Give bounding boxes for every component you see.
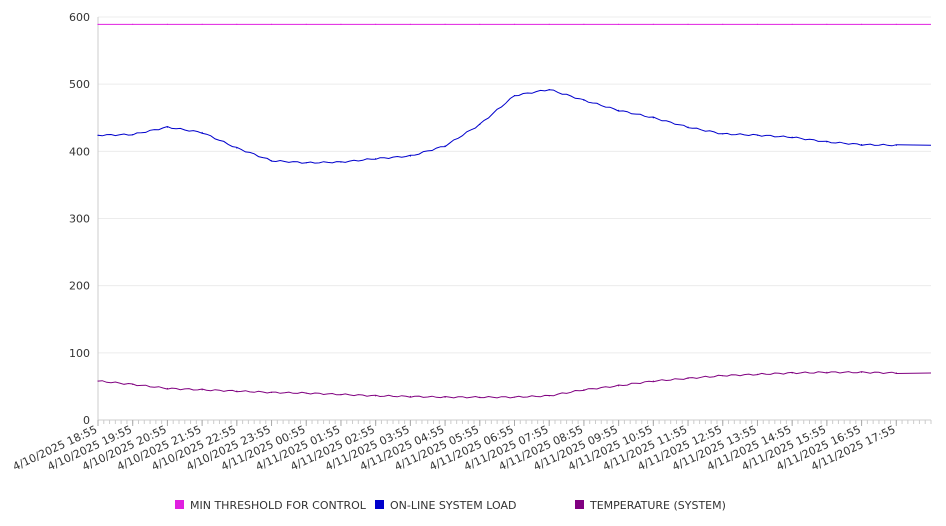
data-point (375, 158, 377, 160)
data-point (97, 134, 99, 136)
data-point (583, 23, 585, 25)
y-axis-ticks: 0 100 200 300 400 500 600 (69, 11, 90, 427)
data-point (756, 373, 759, 375)
series-lines (97, 23, 932, 399)
data-point (548, 23, 550, 25)
data-point (340, 23, 342, 25)
data-point (409, 155, 411, 157)
data-point (132, 133, 134, 136)
gridlines (98, 16, 931, 354)
data-point (375, 23, 377, 25)
legend-label: ON-LINE SYSTEM LOAD (390, 499, 516, 512)
legend: MIN THRESHOLD FOR CONTROL ON-LINE SYSTEM … (175, 499, 726, 512)
data-point (97, 380, 99, 382)
data-point (479, 123, 481, 126)
data-point (479, 396, 481, 398)
y-tick-label: 100 (69, 347, 90, 360)
legend-swatch (175, 500, 184, 509)
data-point (236, 147, 238, 149)
data-point (687, 126, 689, 128)
y-tick-label: 300 (69, 213, 90, 226)
data-point (618, 385, 620, 387)
data-point (513, 94, 516, 97)
data-point (860, 144, 863, 146)
data-point (687, 23, 689, 25)
data-point (236, 23, 238, 25)
series-line (97, 89, 932, 164)
data-point (513, 23, 516, 25)
data-point (652, 23, 654, 25)
data-point (895, 372, 897, 374)
data-point (305, 162, 307, 164)
data-point (722, 375, 724, 377)
legend-label: TEMPERATURE (SYSTEM) (589, 499, 726, 512)
data-point (201, 23, 203, 25)
data-point (375, 395, 377, 397)
data-point (548, 395, 550, 397)
y-tick-label: 0 (83, 414, 90, 427)
data-point (722, 23, 724, 25)
data-point (791, 372, 793, 374)
data-point (132, 383, 134, 386)
y-tick-label: 200 (69, 280, 90, 293)
data-point (305, 392, 307, 394)
data-point (860, 371, 863, 373)
data-point (166, 126, 169, 128)
data-point (618, 23, 620, 25)
data-point (687, 377, 689, 379)
data-point (826, 371, 828, 373)
data-point (340, 393, 342, 396)
data-point (722, 133, 724, 135)
legend-label: MIN THRESHOLD FOR CONTROL (190, 499, 367, 512)
data-point (409, 395, 411, 398)
data-point (756, 134, 759, 136)
data-point (444, 23, 446, 25)
data-point (548, 88, 550, 91)
legend-swatch (375, 500, 384, 509)
y-tick-label: 500 (69, 78, 90, 91)
series-line (97, 371, 932, 399)
x-axis-ticks: 4/10/2025 18:554/10/2025 19:554/10/2025 … (11, 423, 898, 473)
data-point (236, 390, 238, 392)
y-tick-label: 400 (69, 145, 90, 158)
data-point (826, 141, 828, 143)
data-point (270, 160, 273, 162)
data-point (618, 109, 620, 111)
data-point (166, 387, 169, 390)
y-tick-label: 600 (69, 11, 90, 24)
data-point (270, 391, 273, 394)
data-point (895, 144, 897, 146)
data-point (270, 23, 273, 25)
legend-swatch (575, 500, 584, 509)
data-point (895, 23, 897, 25)
data-point (444, 396, 446, 398)
data-point (860, 23, 863, 25)
data-point (201, 389, 203, 391)
data-point (652, 117, 654, 119)
data-point (791, 136, 793, 138)
data-point (791, 23, 793, 25)
data-point (409, 23, 411, 25)
data-point (97, 23, 99, 25)
data-point (340, 161, 342, 163)
data-point (305, 23, 307, 25)
data-point (826, 23, 828, 25)
data-point (201, 131, 203, 134)
axes (97, 17, 932, 426)
data-point (132, 23, 134, 25)
data-point (583, 99, 585, 101)
data-point (479, 23, 481, 25)
data-point (513, 396, 516, 398)
data-point (444, 145, 446, 147)
data-point (652, 380, 654, 382)
data-point (583, 389, 585, 391)
data-point (166, 23, 169, 25)
data-point (756, 23, 759, 25)
